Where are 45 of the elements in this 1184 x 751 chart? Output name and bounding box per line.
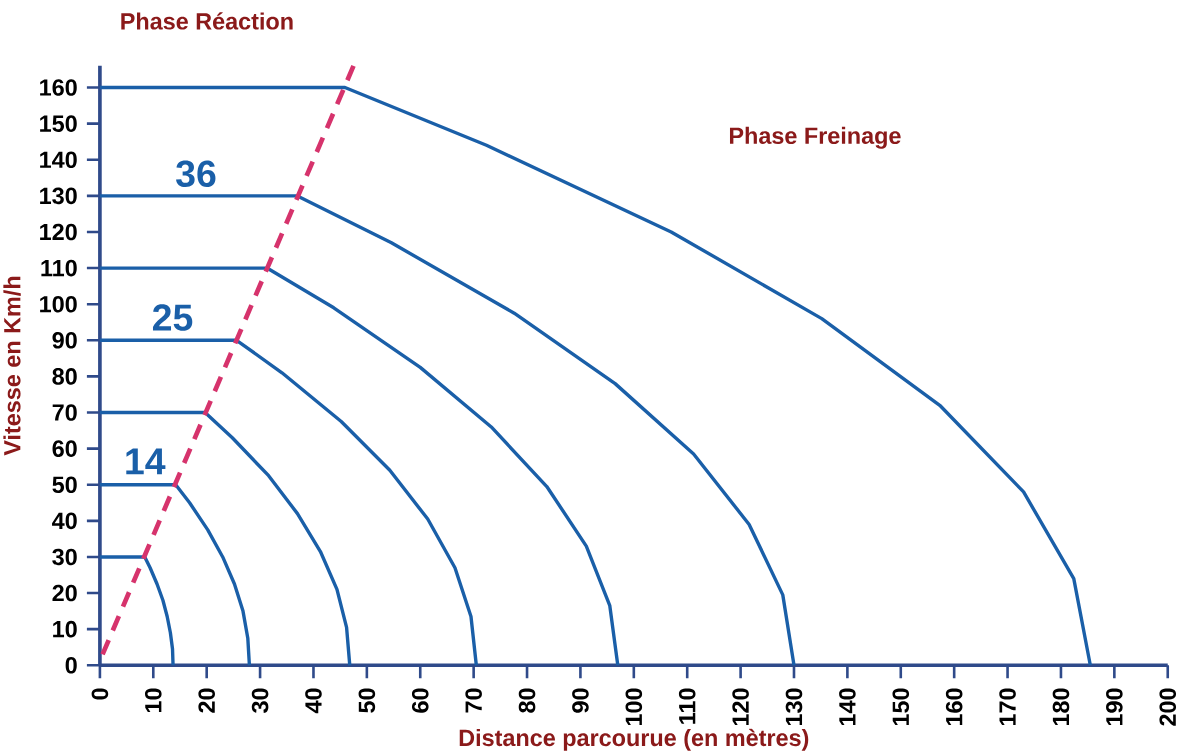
x-tick-label: 160	[945, 688, 963, 725]
y-tick-label: 40	[52, 512, 77, 530]
x-tick-label: 170	[999, 688, 1016, 725]
x-tick-label: 200	[1159, 688, 1177, 726]
y-tick-label: 140	[40, 151, 77, 168]
y-tick-label: 110	[41, 259, 77, 277]
y-tick-label: 60	[52, 440, 77, 457]
y-tick-label: 50	[52, 476, 77, 493]
y-tick-label: 0	[65, 656, 77, 674]
x-tick-label: 90	[572, 688, 589, 713]
y-tick-label: 100	[40, 295, 77, 313]
y-tick-label: 70	[52, 404, 77, 421]
annotation: 14	[126, 448, 166, 475]
x-tick-label: 60	[411, 688, 429, 713]
y-tick-label: 20	[52, 584, 77, 602]
x-tick-label: 190	[1106, 688, 1123, 725]
y-tick-label: 10	[53, 620, 77, 638]
x-axis-title: Distance parcourue (en mètres)	[459, 728, 809, 751]
x-tick-label: 150	[892, 688, 910, 725]
annotation: 36	[176, 160, 216, 187]
x-tick-label: 50	[358, 688, 376, 713]
x-tick-label: 110	[678, 688, 696, 724]
x-tick-label: 30	[251, 688, 269, 713]
x-tick-label: 10	[145, 688, 162, 712]
x-tick-label: 180	[1052, 688, 1070, 725]
x-tick-label: 70	[465, 688, 482, 713]
x-tick-label: 130	[785, 688, 803, 725]
x-tick-label: 100	[625, 688, 643, 725]
x-tick-label: 120	[732, 688, 749, 725]
y-tick-label: 30	[52, 548, 77, 566]
y-tick-label: 80	[52, 368, 77, 385]
y-tick-label: 160	[40, 79, 77, 96]
x-tick-label: 0	[91, 688, 109, 700]
x-tick-label: 40	[305, 688, 322, 714]
x-tick-label: 80	[518, 688, 536, 713]
y-axis-title: Vitesse en Km/h	[3, 276, 21, 456]
y-tick-label: 120	[40, 223, 77, 241]
annotation: Phase Freinage	[729, 126, 901, 149]
text: Phase Réaction	[121, 12, 293, 30]
y-tick-label: 90	[52, 331, 77, 349]
y-tick-label: 130	[40, 187, 77, 205]
y-tick-label: 150	[40, 115, 77, 132]
annotation: 25	[152, 304, 193, 331]
x-tick-label: 20	[198, 688, 215, 713]
x-tick-label: 140	[839, 688, 856, 725]
